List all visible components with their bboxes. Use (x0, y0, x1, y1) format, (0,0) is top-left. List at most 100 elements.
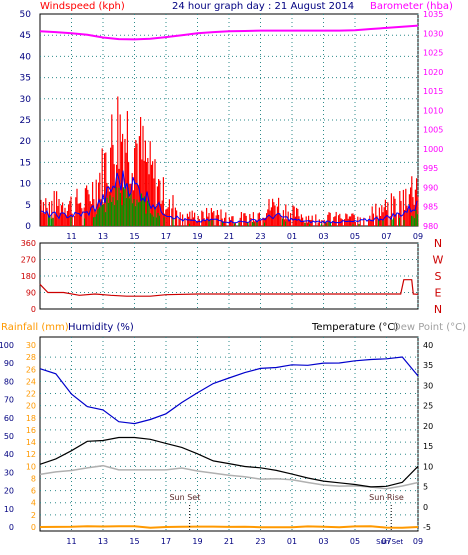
y-tick-label-windspeed: 30 (20, 95, 32, 105)
temperature-label: Temperature (°C) (311, 322, 398, 333)
x-tick-label: 17 (161, 232, 171, 241)
y-tick-label-rainfall: 0 (31, 523, 36, 532)
y-tick-label-windspeed: 50 (20, 10, 32, 20)
y-tick-label-humidity: 60 (4, 414, 14, 423)
wind-direction-line (39, 279, 419, 297)
y-tick-label-windspeed: 0 (25, 222, 31, 232)
y-tick-label-rainfall: 30 (26, 341, 36, 350)
y-tick-label-barometer: 1010 (423, 106, 443, 115)
y-tick-label-humidity: 40 (4, 450, 14, 459)
x-tick-label: 11 (66, 232, 76, 241)
x-tick-label: 01 (287, 537, 297, 546)
y-tick-label-temperature: -5 (423, 523, 431, 532)
y-tick-label-humidity: 30 (4, 468, 14, 477)
y-tick-label-temperature: 5 (423, 483, 428, 492)
y-tick-label-windspeed: 35 (20, 74, 31, 84)
wind-average-line (40, 170, 418, 224)
y-tick-label-temperature: 25 (423, 402, 433, 411)
y-tick-label-rainfall: 22 (26, 390, 36, 399)
y-tick-label-rainfall: 2 (31, 511, 36, 520)
y-tick-label-temperature: 0 (423, 503, 428, 512)
y-tick-label-temperature: 30 (423, 381, 433, 390)
humidity-label: Humidity (%) (68, 322, 134, 333)
y-tick-label-rainfall: 12 (26, 450, 36, 459)
windspeed-label: Windspeed (kph) (40, 1, 125, 12)
y-tick-label-direction: 90 (26, 289, 36, 298)
y-tick-label-humidity: 100 (0, 341, 14, 350)
x-tick-label: 11 (66, 537, 76, 546)
y-tick-label-temperature: 35 (423, 361, 433, 370)
y-tick-label-windspeed: 15 (20, 158, 31, 168)
compass-label: E (435, 287, 442, 300)
x-tick-label: 21 (224, 232, 234, 241)
x-tick-label: 23 (255, 537, 265, 546)
x-tick-label: 05 (350, 232, 360, 241)
x-tick-label: 07 (381, 232, 391, 241)
y-tick-label-barometer: 1025 (423, 49, 443, 58)
y-tick-label-windspeed: 45 (20, 31, 31, 41)
y-tick-label-barometer: 1005 (423, 126, 443, 135)
x-tick-label: 13 (98, 537, 108, 546)
y-tick-label-humidity: 20 (4, 487, 14, 496)
y-tick-label-humidity: 90 (4, 359, 14, 368)
x-tick-label: 19 (192, 537, 202, 546)
chart-title: 24 hour graph day : 21 August 2014 (172, 1, 354, 12)
y-tick-label-rainfall: 24 (26, 377, 36, 386)
sunset-label: Sun Set (169, 493, 200, 502)
x-tick-label: 15 (129, 232, 139, 241)
compass-label: W (433, 254, 444, 267)
x-tick-label: 01 (287, 232, 297, 241)
y-tick-label-rainfall: 4 (31, 499, 36, 508)
barometer-label: Barometer (hba) (370, 1, 453, 12)
y-tick-label-humidity: 10 (4, 505, 14, 514)
y-tick-label-barometer: 980 (423, 222, 438, 231)
x-tick-label: 03 (318, 537, 328, 546)
y-tick-label-temperature: 15 (423, 442, 433, 451)
compass-label: S (435, 270, 442, 283)
x-tick-label: 19 (192, 232, 202, 241)
y-tick-label-temperature: 10 (423, 462, 433, 471)
sunrise-label: Sun Rise (369, 493, 404, 502)
y-tick-label-temperature: 40 (423, 341, 433, 350)
y-tick-label-windspeed: 20 (20, 137, 32, 147)
y-tick-label-windspeed: 40 (20, 52, 32, 62)
y-tick-label-barometer: 995 (423, 164, 438, 173)
y-tick-label-rainfall: 14 (26, 438, 36, 447)
y-tick-label-windspeed: 10 (20, 180, 32, 190)
y-tick-label-direction: 180 (21, 272, 36, 281)
x-tick-label: 23 (255, 232, 265, 241)
y-tick-label-barometer: 1030 (423, 29, 443, 38)
temperature-line (39, 436, 419, 488)
y-tick-label-temperature: 20 (423, 422, 433, 431)
x-tick-label: 13 (98, 232, 108, 241)
x-tick-label: 09 (413, 232, 423, 241)
y-tick-label-rainfall: 18 (26, 414, 36, 423)
x-tick-label: 09 (413, 537, 423, 546)
rainfall-label: Rainfall (mm) (1, 322, 69, 333)
y-tick-label-rainfall: 10 (26, 462, 36, 471)
x-tick-label: 05 (350, 537, 360, 546)
dewpoint-line (39, 464, 419, 490)
y-tick-label-direction: 270 (21, 256, 36, 265)
x-tick-label: 21 (224, 537, 234, 546)
x-tick-label: 07 (381, 537, 391, 546)
sunset-axis-label: Sun Set (376, 538, 403, 546)
compass-label: N (434, 303, 442, 316)
y-tick-label-direction: 0 (31, 305, 36, 314)
humidity-line (39, 356, 419, 425)
dewpoint-label: Dew Point (°C) (393, 322, 466, 333)
compass-label: N (434, 237, 442, 250)
y-tick-label-humidity: 0 (9, 523, 14, 532)
y-tick-label-rainfall: 16 (26, 426, 36, 435)
y-tick-label-barometer: 1020 (423, 68, 443, 77)
x-tick-label: 17 (161, 537, 171, 546)
y-tick-label-barometer: 1035 (423, 10, 443, 19)
x-tick-label: 03 (318, 232, 328, 241)
y-tick-label-rainfall: 6 (31, 487, 36, 496)
y-tick-label-direction: 360 (21, 239, 36, 248)
rainfall-line (39, 525, 419, 529)
y-tick-label-windspeed: 5 (25, 201, 31, 211)
y-tick-label-windspeed: 25 (20, 116, 31, 126)
y-tick-label-rainfall: 26 (26, 365, 36, 374)
